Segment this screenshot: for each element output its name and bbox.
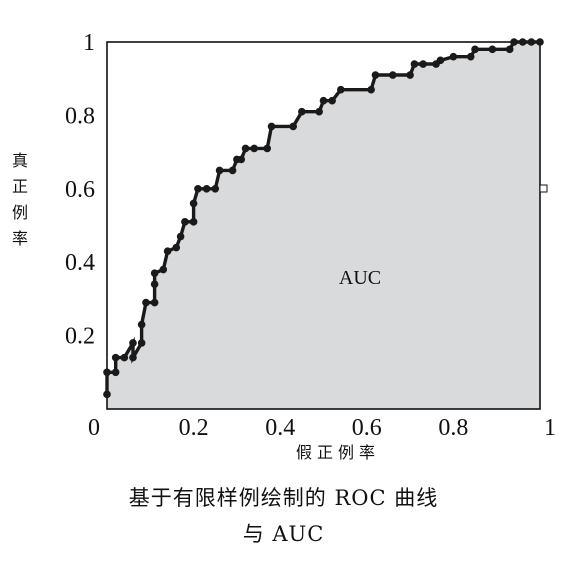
roc-point bbox=[142, 298, 150, 307]
roc-point bbox=[367, 85, 375, 94]
roc-point bbox=[172, 243, 181, 252]
roc-point bbox=[129, 339, 137, 347]
roc-point bbox=[328, 96, 336, 105]
y-axis-ticks: 0.2 0.4 0.6 0.8 1 bbox=[65, 30, 95, 350]
auc-label: AUC bbox=[339, 267, 381, 289]
figure-caption-line2: 与 AUC bbox=[242, 522, 325, 546]
x-tick-label: 0.2 bbox=[179, 415, 209, 441]
roc-point bbox=[518, 38, 527, 46]
frame-edge-marker bbox=[539, 184, 548, 193]
roc-point bbox=[263, 144, 272, 153]
y-tick-label: 0.4 bbox=[65, 250, 95, 276]
roc-point bbox=[215, 166, 224, 175]
x-tick-label: 0 bbox=[88, 415, 100, 441]
roc-point bbox=[194, 185, 202, 193]
roc-point bbox=[466, 52, 475, 61]
x-axis-ticks: 0 0.2 0.4 0.6 0.8 1 bbox=[88, 415, 556, 441]
figure-caption-line1: 基于有限样例绘制的 ROC 曲线 bbox=[128, 486, 439, 510]
y-axis-title: 真正例率 bbox=[12, 151, 28, 248]
x-tick-label: 1 bbox=[544, 415, 556, 441]
roc-point bbox=[202, 185, 211, 193]
roc-points bbox=[103, 38, 544, 399]
roc-point bbox=[250, 144, 259, 153]
roc-point bbox=[527, 38, 536, 46]
y-tick-label: 0.8 bbox=[65, 103, 95, 129]
roc-point bbox=[163, 247, 172, 255]
roc-point bbox=[488, 45, 497, 54]
roc-point bbox=[150, 269, 159, 278]
roc-point bbox=[315, 107, 323, 116]
roc-point bbox=[289, 122, 297, 131]
roc-point bbox=[241, 144, 250, 153]
y-tick-label: 0.2 bbox=[65, 324, 95, 350]
x-tick-label: 0.8 bbox=[438, 415, 468, 441]
roc-point bbox=[189, 199, 198, 208]
roc-point bbox=[410, 60, 419, 68]
roc-point bbox=[505, 45, 514, 54]
plot-frame bbox=[106, 41, 541, 410]
roc-point bbox=[471, 45, 479, 54]
x-tick-label: 0.4 bbox=[265, 415, 295, 441]
roc-point bbox=[181, 218, 189, 226]
roc-chart: AUC 0 0.2 0.4 0.6 0.8 1 0.2 0.4 0.6 0.8 1 假正例率 真正… bbox=[12, 30, 556, 462]
roc-point bbox=[211, 185, 220, 193]
roc-point bbox=[267, 122, 276, 131]
roc-point bbox=[129, 353, 137, 362]
roc-point bbox=[189, 218, 198, 226]
roc-point bbox=[176, 232, 185, 241]
roc-point bbox=[371, 71, 380, 79]
y-tick-label: 1 bbox=[83, 30, 95, 56]
roc-point bbox=[388, 71, 397, 79]
x-tick-label: 0.6 bbox=[352, 415, 382, 441]
roc-point bbox=[337, 85, 345, 94]
roc-point bbox=[228, 166, 237, 175]
roc-point bbox=[103, 368, 111, 377]
roc-point bbox=[150, 280, 159, 289]
roc-point bbox=[510, 38, 518, 46]
roc-point bbox=[137, 339, 146, 347]
roc-point bbox=[298, 107, 306, 116]
auc-area bbox=[107, 42, 540, 409]
roc-point bbox=[137, 320, 146, 329]
roc-point bbox=[120, 353, 129, 362]
roc-point bbox=[237, 155, 246, 164]
roc-point bbox=[419, 60, 427, 68]
roc-point bbox=[150, 298, 159, 307]
roc-point bbox=[111, 353, 120, 362]
y-tick-label: 0.6 bbox=[65, 177, 95, 203]
x-axis-title: 假正例率 bbox=[296, 443, 380, 462]
roc-point bbox=[159, 265, 168, 274]
roc-point bbox=[436, 56, 445, 65]
roc-point bbox=[111, 368, 120, 377]
roc-point bbox=[103, 390, 111, 399]
roc-point bbox=[536, 38, 544, 46]
roc-point bbox=[319, 96, 328, 105]
roc-point bbox=[406, 71, 414, 79]
roc-point bbox=[449, 52, 458, 61]
